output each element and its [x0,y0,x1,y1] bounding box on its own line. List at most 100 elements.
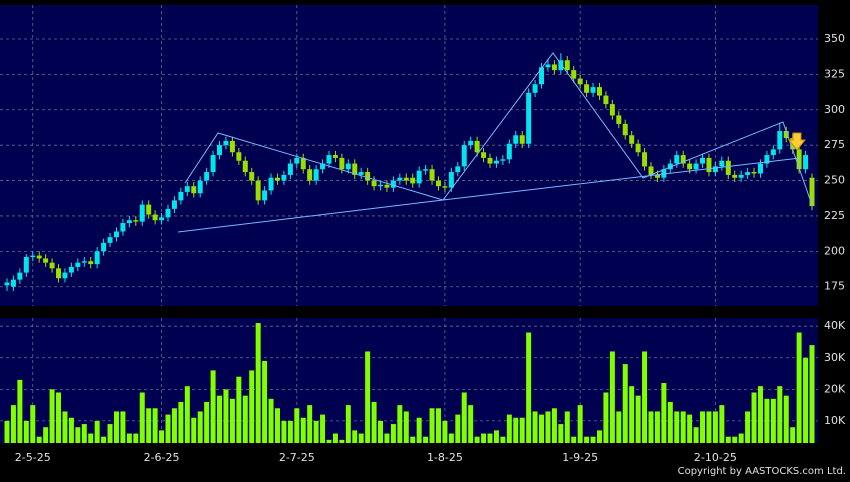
candle-body [101,242,107,252]
volume-bar [435,408,441,443]
candle-body [719,160,725,167]
candle-body [448,172,454,188]
candle-body [809,177,815,207]
volume-bar [242,395,248,443]
y-tick-label: 10K [824,414,846,427]
candle-body [229,140,235,153]
volume-bar [745,411,751,443]
volume-bar [56,392,62,443]
candle-body [584,84,590,93]
candle-body [757,163,763,174]
candle-body [294,157,300,164]
volume-bar [133,433,139,443]
candle-body [23,257,29,273]
volume-bar [345,405,351,443]
candle-body [300,157,306,170]
volume-bar [487,433,493,443]
y-tick-label: 40K [824,319,846,332]
candle-body [403,177,409,181]
volume-bar [667,401,673,443]
volume-bar [416,417,422,443]
candle-body [487,157,493,164]
volume-bar [81,424,87,443]
candle-body [770,149,776,156]
candle-body [571,70,577,79]
volume-bar [712,411,718,443]
candle-body [107,237,113,243]
candle-body [777,131,783,150]
candle-body [113,231,119,238]
y-tick-label: 325 [824,67,845,80]
y-tick-label: 30K [824,351,846,364]
volume-bar [113,411,119,443]
candle-body [62,272,68,279]
y-tick-label: 275 [824,138,845,151]
volume-bar [197,411,203,443]
volume-bar [481,433,487,443]
volume-bar [274,408,280,443]
candle-body [429,169,435,181]
candle-body [217,145,223,156]
volume-bar [320,414,326,443]
candle-body [249,172,255,181]
candle-body [706,157,712,173]
volume-bar [687,414,693,443]
volume-bar [764,398,770,443]
candle-body [268,177,274,191]
candle-body [126,220,132,224]
candle-body [352,163,358,175]
y-tick-label: 200 [824,244,845,257]
candle-body [803,155,809,170]
candle-body [171,200,177,209]
candle-body [345,163,351,170]
volume-bar [191,417,197,443]
candle-body [358,172,364,175]
volume-bar [500,436,506,443]
support-line [442,157,801,201]
volume-bar [217,395,223,443]
candle-body [500,159,506,161]
volume-bar [223,389,229,443]
volume-bar [101,436,107,443]
volume-bar [596,430,602,443]
candle-body [725,160,731,175]
volume-bar [590,436,596,443]
candle-body [609,104,615,116]
candle-body [390,180,396,188]
candle-body [493,160,499,164]
candle-body [596,87,602,96]
candle-body [255,180,261,201]
candle-body [133,220,139,222]
candle-body [455,166,461,173]
candle-body [680,155,686,164]
candle-body [764,155,770,164]
candle-body [384,184,390,188]
volume-bar [210,370,216,443]
candle-body [745,172,751,175]
candle-body [68,266,74,273]
candle-body [332,155,338,158]
candle-body [603,95,609,105]
x-tick-label: 1-8-25 [427,451,463,464]
candle-body [30,255,36,258]
candle-body [468,140,474,146]
volume-bar [184,386,190,443]
volume-bar [120,411,126,443]
candle-body [49,262,55,269]
candle-body [616,115,622,124]
volume-bar [571,436,577,443]
volume-bar [68,417,74,443]
candle-body [532,84,538,93]
volume-bar [654,411,660,443]
volume-bar [30,405,36,443]
volume-bar [577,405,583,443]
volume-bar [410,436,416,443]
y-tick-label: 250 [824,174,845,187]
candle-body [120,223,126,232]
volume-bar [88,433,94,443]
candle-body [56,268,62,279]
volume-bar [358,433,364,443]
volume-bar [635,395,641,443]
volume-bar [757,386,763,443]
